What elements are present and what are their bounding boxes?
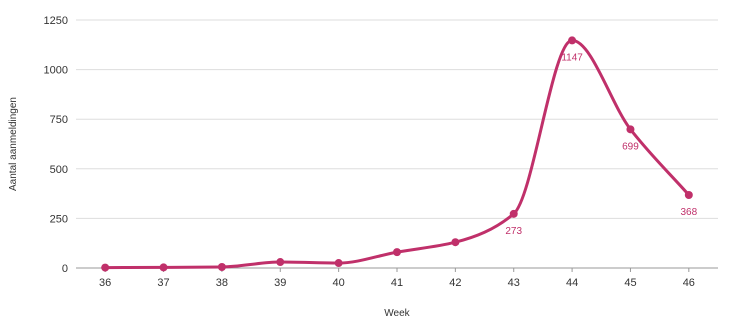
x-tick-label: 43 (508, 277, 520, 289)
data-point (568, 36, 577, 45)
y-tick-label: 1000 (44, 65, 68, 77)
data-point (334, 259, 343, 268)
data-label: 1147 (561, 52, 583, 63)
data-point (217, 263, 226, 272)
data-point (509, 209, 518, 218)
data-point (276, 258, 285, 267)
y-axis-tick-labels: 0 250 500 750 1000 1250 (44, 15, 68, 275)
data-point (451, 238, 460, 247)
data-label: 699 (622, 141, 639, 152)
x-tick-label: 37 (157, 277, 169, 289)
y-tick-label: 750 (50, 114, 68, 126)
data-label: 273 (505, 226, 522, 237)
series-layer (101, 36, 693, 272)
x-tick-label: 41 (391, 277, 403, 289)
x-tick-label: 36 (99, 277, 111, 289)
x-axis-title: Week (384, 308, 410, 319)
grid-lines (76, 19, 718, 219)
data-point (393, 248, 401, 257)
data-point (159, 263, 168, 272)
data-point (684, 190, 693, 199)
x-axis-tick-labels: 36 37 38 39 40 41 42 43 44 45 46 (99, 277, 695, 289)
x-tick-label: 40 (333, 277, 345, 289)
x-tick-label: 42 (449, 277, 461, 289)
y-axis-title: Aantal aanmeldingen (8, 97, 19, 191)
x-tick-label: 46 (683, 277, 695, 289)
data-labels: 273 1147 699 368 (505, 52, 697, 236)
data-label: 368 (680, 207, 697, 218)
y-tick-label: 250 (50, 213, 68, 225)
x-tick-label: 45 (624, 277, 636, 289)
x-tick-label: 44 (566, 277, 578, 289)
x-tick-label: 38 (216, 277, 228, 289)
y-tick-label: 500 (50, 164, 68, 176)
series-line (103, 38, 691, 270)
data-point (626, 125, 635, 134)
y-tick-label: 1250 (44, 15, 68, 27)
x-tick-label: 39 (274, 277, 286, 289)
data-point (101, 263, 110, 272)
y-tick-label: 0 (62, 263, 68, 275)
